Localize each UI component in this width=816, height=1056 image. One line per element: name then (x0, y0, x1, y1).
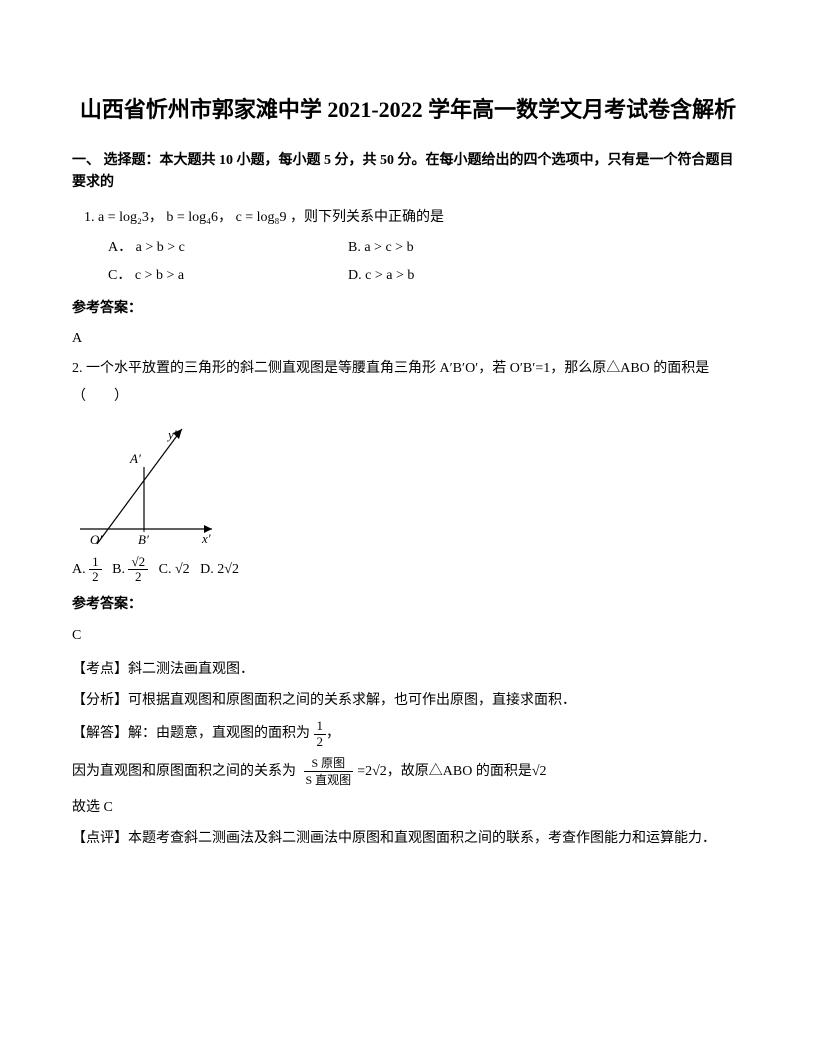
q1-expr-b: b = log₄6 (166, 210, 218, 225)
q1-option-b: B. a > c > b (348, 237, 414, 259)
q2-diagram: O′ B′ A′ x′ y′ (72, 419, 222, 549)
q1-answer: A (72, 328, 744, 350)
section-1-header: 一、 选择题：本大题共 10 小题，每小题 5 分，共 50 分。在每小题给出的… (72, 150, 744, 195)
q2-exp4-pre: 因为直观图和原图面积之间的关系为 (72, 764, 296, 779)
q2-exp3-post: ， (326, 726, 340, 741)
q1-optA-val: a > b > c (136, 240, 185, 255)
diagram-label-A: A′ (129, 451, 141, 466)
q1-tail: ，则下列关系中正确的是 (290, 210, 444, 225)
q1-option-a: A． a > b > c (108, 237, 348, 259)
q2-ratio-num: S 原图 (304, 755, 354, 772)
q1-expr-c: c = log₈9 (236, 210, 287, 225)
q2-exp1-text: 斜二测法画直观图． (128, 662, 254, 677)
q2-optC-label: C. (159, 562, 172, 577)
exam-title: 山西省忻州市郭家滩中学 2021-2022 学年高一数学文月考试卷含解析 (72, 95, 744, 126)
diagram-label-B: B′ (138, 532, 149, 547)
q1-expr-a: a = log₂3 (98, 210, 149, 225)
q1-optD-label: D. (348, 268, 362, 283)
q2-exp1-label: 【考点】 (72, 662, 128, 677)
q2-exp6-label: 【点评】 (72, 831, 128, 846)
q2-exp-kaodian: 【考点】斜二测法画直观图． (72, 657, 744, 682)
diagram-label-y: y′ (166, 427, 177, 442)
q2-exp3-frac: 12 (314, 719, 327, 749)
q2-explanation: 【考点】斜二测法画直观图． 【分析】可根据直观图和原图面积之间的关系求解，也可作… (72, 657, 744, 851)
q1-option-c: C． c > b > a (108, 265, 348, 287)
q2-exp-ratio: 因为直观图和原图面积之间的关系为 S 原图 S 直观图 =2√2，故原△ABO … (72, 755, 744, 789)
q2-optB-label: B. (112, 562, 125, 577)
q2-exp-fenxi: 【分析】可根据直观图和原图面积之间的关系求解，也可作出原图，直接求面积． (72, 688, 744, 713)
q2-optB-val: √22 (128, 555, 148, 585)
q2-options: A. 12 B. √22 C. √2 D. 2√2 (72, 555, 744, 585)
q2-exp6-text: 本题考查斜二测画法及斜二测画法中原图和直观图面积之间的联系，考查作图能力和运算能… (128, 831, 716, 846)
q2-optA-val: 12 (89, 555, 102, 585)
q2-exp4-post: ，故原△ABO 的面积是 (387, 764, 532, 779)
q1-optC-label: C． (108, 268, 131, 283)
q2-exp2-label: 【分析】 (72, 693, 128, 708)
diagram-label-O: O′ (90, 532, 102, 547)
q2-exp-jieda: 【解答】解：由题意，直观图的面积为 12， (72, 719, 744, 749)
q1-optB-val: a > c > b (364, 240, 413, 255)
question-2: 2. 一个水平放置的三角形的斜二侧直观图是等腰直角三角形 A′B′O′，若 O′… (72, 355, 744, 585)
q2-optD-val: 2√2 (217, 562, 239, 577)
q2-optC-val: √2 (175, 562, 190, 577)
q2-number: 2. (72, 361, 83, 376)
q2-ratio-den: S 直观图 (304, 772, 354, 788)
q1-optD-val: c > a > b (365, 268, 414, 283)
q1-option-d: D. c > a > b (348, 265, 414, 287)
question-1: 1. a = log₂3， b = log₄6， c = log₈9 ，则下列关… (72, 207, 744, 288)
q1-optB-label: B. (348, 240, 361, 255)
q2-ratio-frac: S 原图 S 直观图 (304, 755, 354, 789)
q2-answer-label: 参考答案： (72, 594, 744, 616)
q1-number: 1. (84, 210, 95, 225)
q2-answer: C (72, 625, 744, 647)
q2-exp3-pre: 解：由题意，直观图的面积为 (128, 726, 310, 741)
q1-stem: 1. a = log₂3， b = log₄6， c = log₈9 ，则下列关… (84, 207, 744, 229)
q2-optA-label: A. (72, 562, 86, 577)
q2-optD-label: D. (200, 562, 214, 577)
q1-optA-label: A． (108, 240, 132, 255)
q2-exp-guxuan: 故选 C (72, 795, 744, 820)
q2-exp-dianping: 【点评】本题考查斜二测画法及斜二测画法中原图和直观图面积之间的联系，考查作图能力… (72, 826, 744, 851)
q2-ratio-eq: =2√2 (357, 764, 387, 779)
q1-optC-val: c > b > a (135, 268, 184, 283)
diagram-label-x: x′ (201, 531, 211, 546)
q1-answer-label: 参考答案： (72, 298, 744, 320)
q2-exp4-val: √2 (532, 764, 547, 779)
q2-stem: 2. 一个水平放置的三角形的斜二侧直观图是等腰直角三角形 A′B′O′，若 O′… (72, 355, 744, 411)
q2-exp2-text: 可根据直观图和原图面积之间的关系求解，也可作出原图，直接求面积． (128, 693, 576, 708)
q2-exp3-label: 【解答】 (72, 726, 128, 741)
q2-text: 一个水平放置的三角形的斜二侧直观图是等腰直角三角形 A′B′O′，若 O′B′=… (72, 361, 709, 404)
